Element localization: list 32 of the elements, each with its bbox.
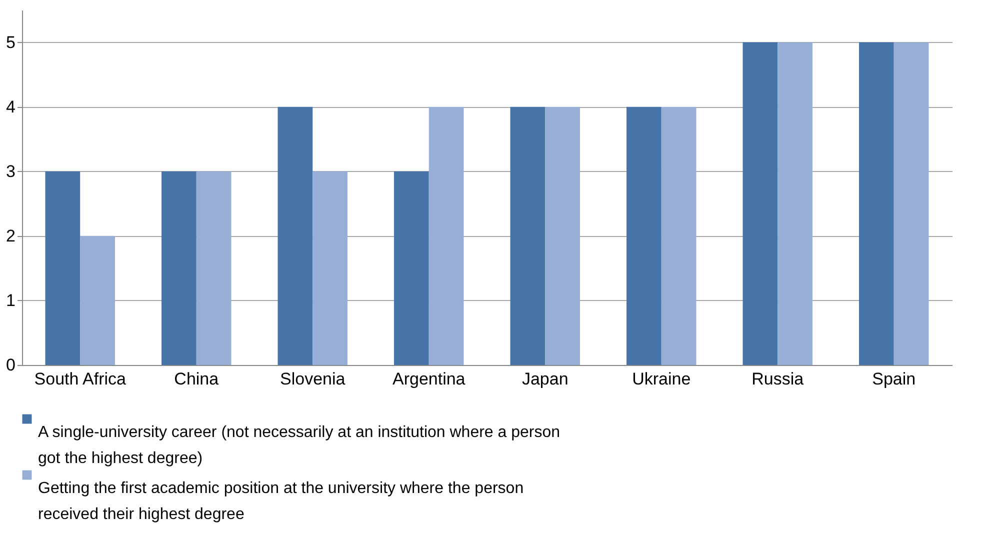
y-tick-label: 5	[6, 32, 16, 52]
x-tick-label: Spain	[872, 370, 916, 388]
y-tick-label: 0	[6, 356, 16, 374]
bar	[196, 171, 232, 365]
bar	[859, 42, 894, 365]
bar	[278, 106, 313, 365]
x-tick-label: Slovenia	[280, 370, 346, 388]
x-tick-label: Japan	[522, 370, 568, 388]
legend-label: A single-university career (not necessarily at an institution where a person got the highest degree)	[38, 424, 560, 467]
bar	[394, 171, 429, 365]
legend-label: Getting the first academic position at the university where the person received their highest degree	[38, 480, 524, 523]
bar	[428, 106, 464, 365]
x-tick-label: Ukraine	[632, 370, 691, 388]
bar	[162, 171, 196, 365]
y-tick-label: 2	[6, 226, 16, 246]
y-tick-label: 1	[6, 290, 16, 310]
bar	[80, 236, 115, 365]
bar	[545, 106, 580, 365]
x-tick-label: Russia	[752, 370, 804, 388]
x-tick-label: South Africa	[34, 370, 126, 388]
bar	[312, 171, 348, 365]
y-tick-label: 3	[6, 162, 16, 181]
bar	[626, 106, 662, 365]
bar	[510, 106, 546, 365]
bar	[661, 106, 696, 365]
bar	[45, 171, 80, 365]
bar	[778, 42, 812, 365]
bar	[742, 42, 778, 365]
y-tick-label: 4	[6, 97, 16, 116]
x-tick-label: China	[174, 370, 220, 388]
bar	[894, 42, 929, 365]
x-tick-label: Argentina	[392, 370, 466, 388]
